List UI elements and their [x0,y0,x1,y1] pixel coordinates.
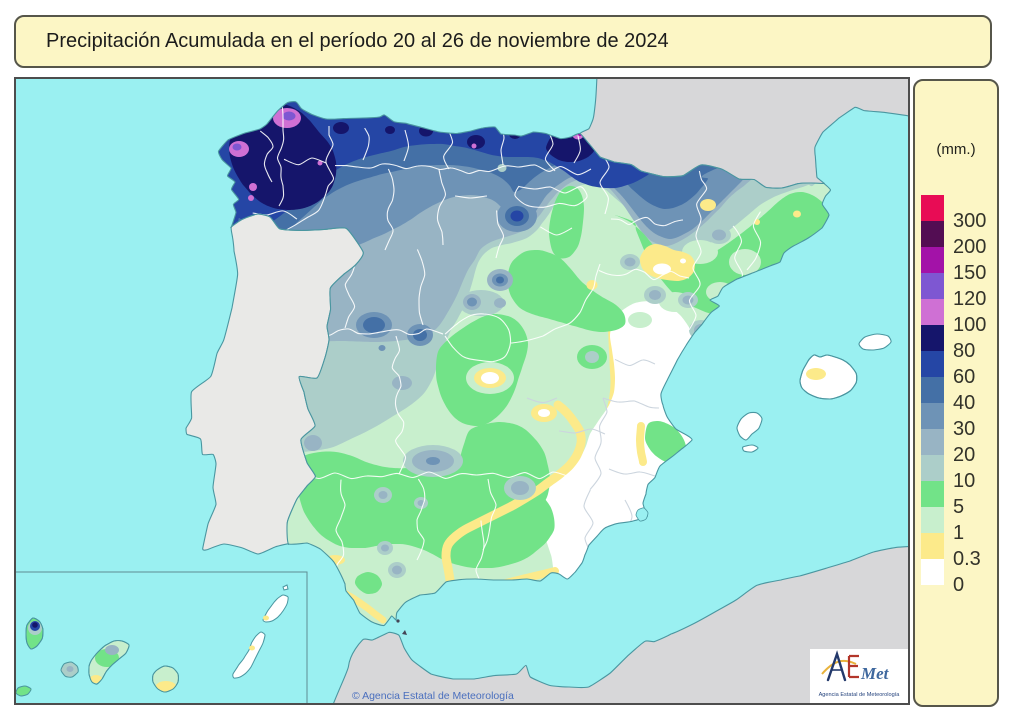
legend-swatch-0.3 [921,533,944,559]
legend-value-40: 40 [953,392,976,414]
legend-value-60: 60 [953,366,976,388]
legend-value-0: 0 [953,574,965,596]
legend-swatch-1 [921,507,944,533]
legend-swatch-20 [921,429,944,455]
legend-value-300: 300 [953,210,987,232]
legend-value-30: 30 [953,418,976,440]
logo-met-text: Met [860,664,890,683]
legend-swatch-300 [921,195,944,221]
legend-value-20: 20 [953,444,976,466]
map-frame: © Agencia Estatal de Meteorología Met Ag… [14,77,910,705]
legend-swatch-60 [921,351,944,377]
legend-value-5: 5 [953,496,965,518]
aemet-logo: Met Agencia Estatal de Meteorología [810,649,908,703]
legend-swatch-5 [921,481,944,507]
legend-value-0.3: 0.3 [953,548,981,570]
africa-land [333,546,908,703]
legend-swatch-80 [921,325,944,351]
title-bar: Precipitación Acumulada en el período 20… [14,15,992,68]
legend-value-80: 80 [953,340,976,362]
legend: (mm.) 300 200 150 120 100 80 60 40 30 20 10 5 1 0.3 0 [913,79,999,707]
legend-value-100: 100 [953,314,987,336]
legend-swatch-100 [921,299,944,325]
legend-swatch-10 [921,455,944,481]
legend-swatch-200 [921,221,944,247]
legend-value-120: 120 [953,288,987,310]
legend-units-label: (mm.) [936,141,976,158]
legend-swatch-150 [921,247,944,273]
spain-precipitation-map: © Agencia Estatal de Meteorología Met Ag… [16,79,908,703]
legend-value-10: 10 [953,470,976,492]
legend-swatch-120 [921,273,944,299]
legend-swatch-0 [921,559,944,585]
legend-value-200: 200 [953,236,987,258]
legend-value-1: 1 [953,522,965,544]
map-copyright: © Agencia Estatal de Meteorología [352,690,514,702]
map-title: Precipitación Acumulada en el período 20… [46,30,669,52]
legend-value-150: 150 [953,262,987,284]
logo-tagline: Agencia Estatal de Meteorología [819,692,901,698]
legend-swatch-40 [921,377,944,403]
legend-swatch-30 [921,403,944,429]
